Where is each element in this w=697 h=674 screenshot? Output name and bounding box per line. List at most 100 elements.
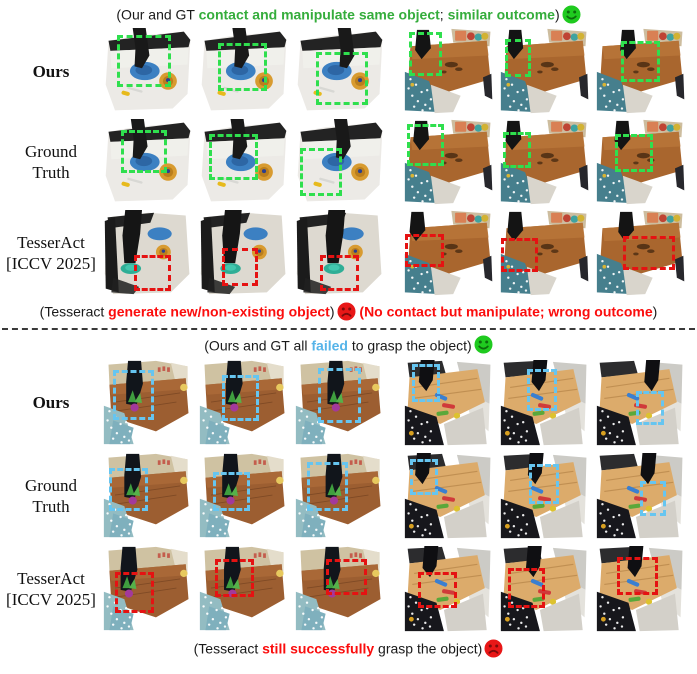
row-label-line: Ours [32,393,70,413]
radish-table-frame [294,546,387,632]
tool-table-frame [595,359,688,446]
radish-table-frame [198,360,291,446]
wood-table-frame [499,119,592,205]
tool-table-frame [499,359,592,446]
dashed-attention-box [508,568,546,608]
angry-face-emoji [337,302,356,321]
tool-table-frame [595,545,688,632]
comparison-row-ground-truth: Ground Truth [0,117,697,207]
angry-face-emoji [484,639,503,658]
dashed-attention-box [214,558,254,597]
dashed-attention-box [218,42,267,92]
caption-text: (Our and GT [116,6,199,23]
tess-white-frame [102,210,195,296]
dashed-attention-box [526,369,557,411]
dashed-attention-box [318,367,361,423]
caption-highlight-green: contact and manipulate same object [198,6,440,23]
row-label: Ground Truth [0,475,102,518]
point-cloud-render [500,359,587,445]
dashed-attention-box [528,464,559,504]
row-label: Ours [0,392,102,413]
tool-table-frame [403,452,496,539]
dashed-attention-box [622,236,675,271]
white-table-frame [198,28,291,114]
dashed-attention-box [316,51,369,105]
row-label-line: Truth [32,496,70,516]
dashed-attention-box [307,462,348,511]
point-cloud-render [199,546,285,631]
caption-text: ; [439,6,448,23]
frame-strip [102,28,688,114]
point-cloud-render [404,29,493,114]
dashed-attention-box [109,468,149,512]
wood-table-frame [403,119,496,205]
caption-text: ) [652,303,658,320]
point-cloud-render [404,452,491,538]
happy-face-emoji [562,5,581,24]
tess-white-frame [198,210,291,296]
radish-table-frame [198,453,291,539]
section-1-rows: Ours [0,25,697,298]
caption-text: (Ours and GT all [204,336,312,353]
top-caption: (Our and GT contact and manipulate same … [0,0,697,25]
radish-table-frame [294,360,387,446]
dashed-attention-box [502,132,531,169]
wood-table-frame [595,28,688,114]
row-label-line: Ground [25,142,77,162]
point-cloud-render [404,359,491,445]
row-label-line: Truth [32,163,70,183]
dashed-attention-box [504,39,531,78]
dashed-attention-box [325,558,367,595]
frame-strip [102,210,688,296]
white-table-frame [294,28,387,114]
dashed-attention-box [615,133,653,172]
wood-table-frame [499,210,592,296]
point-cloud-render [500,29,589,114]
dashed-attention-box [500,237,539,273]
dashed-attention-box [635,390,664,426]
wood-table-frame [595,119,688,205]
wood-table-frame [499,28,592,114]
point-cloud-render [295,453,381,538]
frame-strip [102,452,688,539]
dashed-attention-box [320,255,360,292]
tool-table-frame [595,452,688,539]
dashed-attention-box [621,41,661,83]
dashed-attention-box [417,571,457,608]
dashed-attention-box [120,130,168,174]
dashed-attention-box [406,124,444,166]
point-cloud-render [596,120,685,205]
dashed-attention-box [617,557,659,595]
caption-highlight-red: generate new/non-existing object [108,303,330,320]
row-label-line: TesserAct [17,568,85,588]
row-label: TesserAct [ICCV 2025] [0,568,102,611]
row-label: TesserAct [ICCV 2025] [0,232,102,275]
tesseract-issue-caption: (Tesseract generate new/non-existing obj… [0,299,697,322]
tess-white-frame [294,210,387,296]
bottom-caption: (Tesseract still successfully grasp the … [0,636,697,659]
caption-text: (Tesseract [39,303,109,320]
point-cloud-render [404,545,491,631]
point-cloud-render [105,119,191,202]
happy-face-emoji [474,335,493,354]
dashed-attention-box [133,255,171,292]
tool-table-frame [403,359,496,446]
dashed-attention-box [299,147,343,196]
dashed-attention-box [116,35,171,87]
tool-table-frame [499,545,592,632]
radish-table-frame [102,360,195,446]
dashed-attention-box [639,481,666,516]
radish-table-frame [102,546,195,632]
row-label: Ours [0,61,102,82]
caption-highlight-green: similar outcome [447,6,555,23]
caption-text: (Tesseract [193,640,263,657]
radish-table-frame [102,453,195,539]
frame-strip [102,359,688,446]
caption-highlight-blue: failed [311,336,348,353]
row-label-line: Ours [32,61,70,81]
row-label: Ground Truth [0,141,102,184]
wood-table-frame [595,210,688,296]
comparison-row-ours: Ours [0,26,697,116]
tool-table-frame [403,545,496,632]
